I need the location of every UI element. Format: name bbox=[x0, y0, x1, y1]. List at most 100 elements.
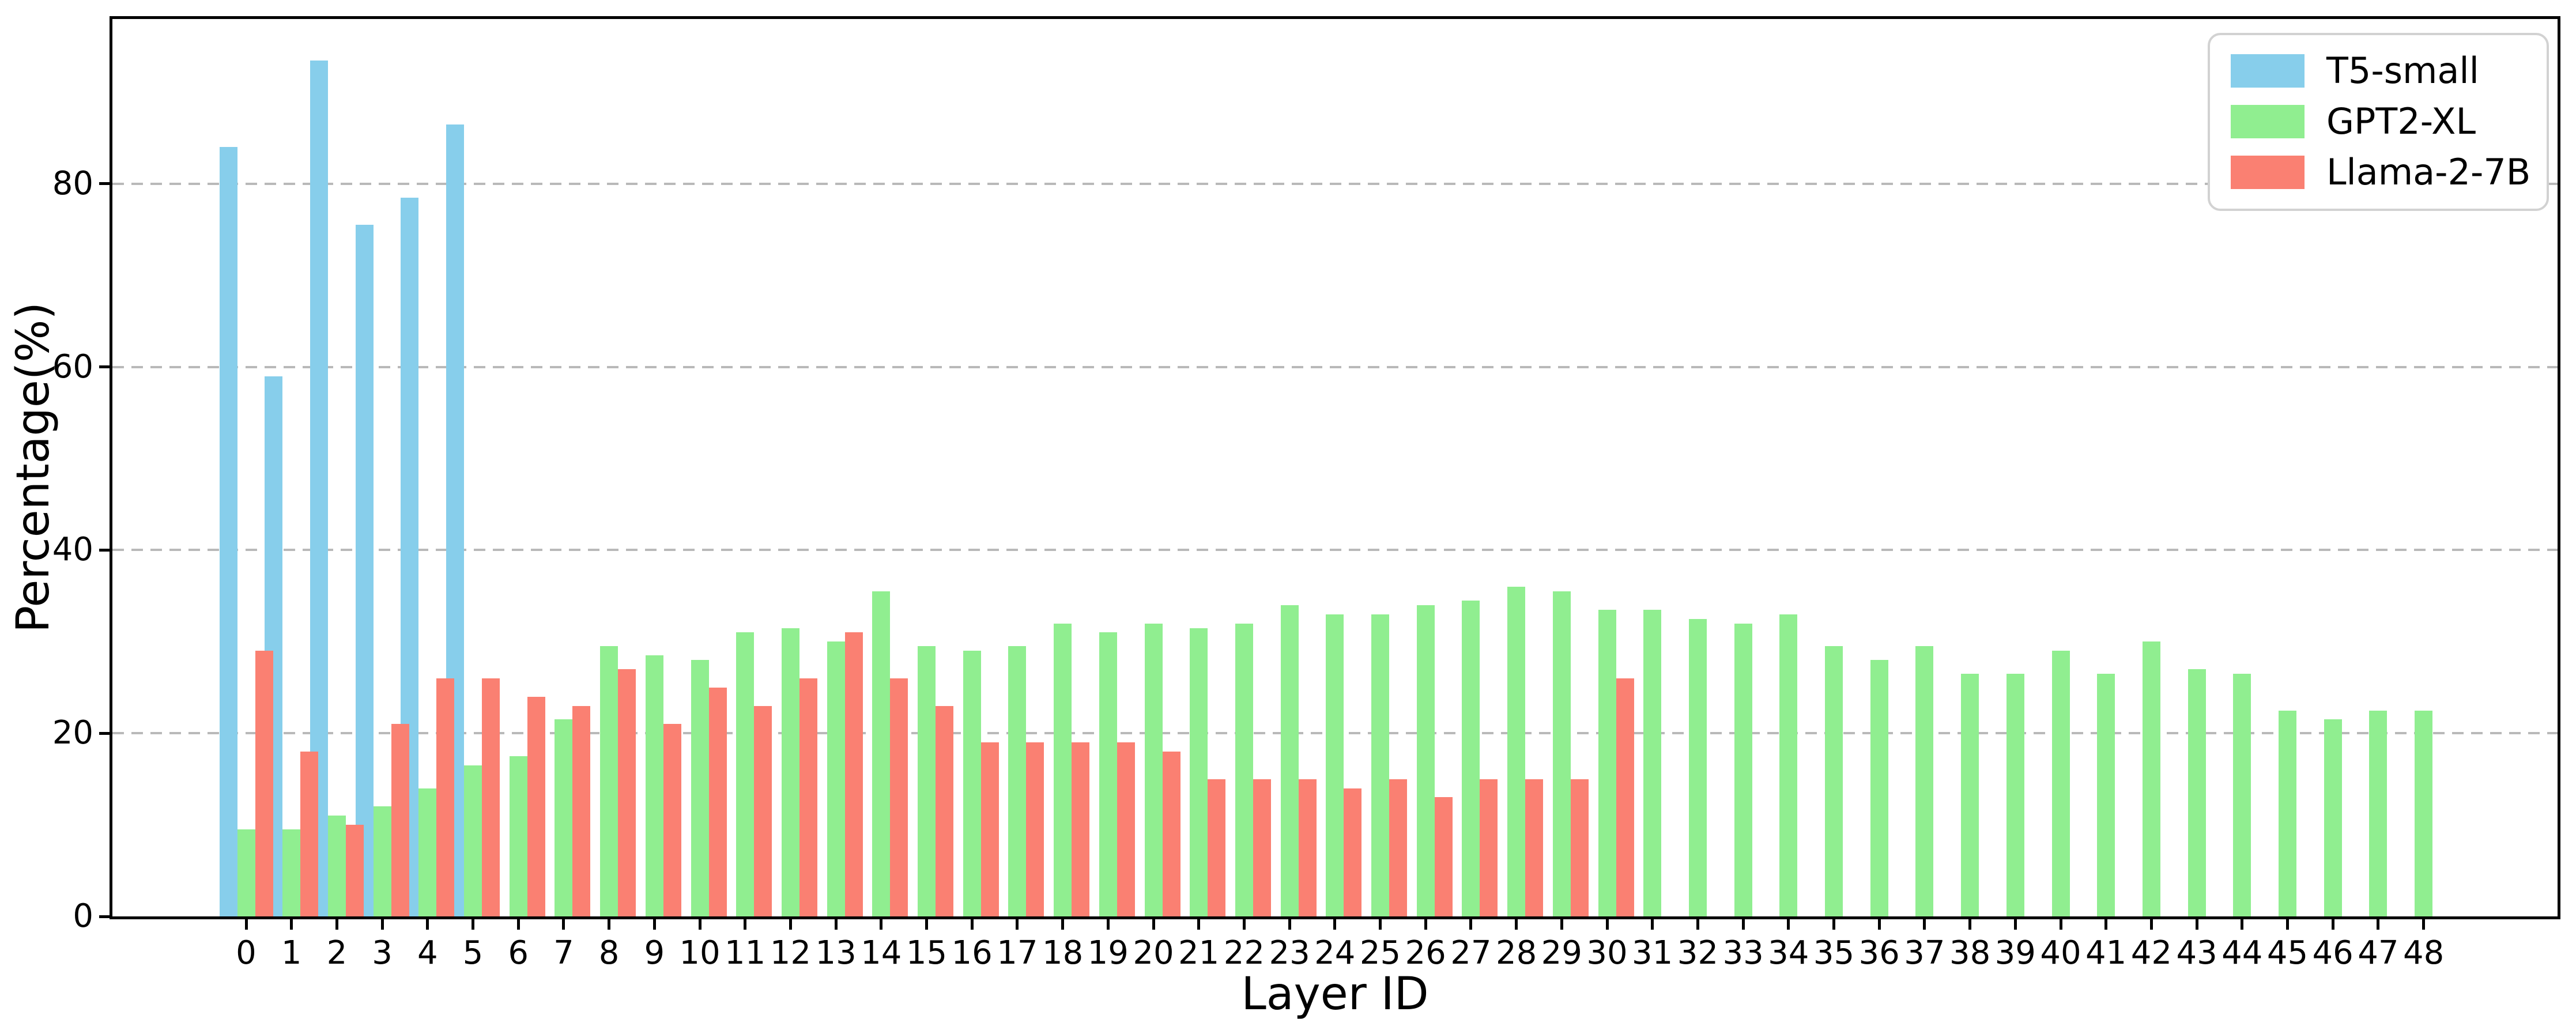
bar-llama-2-7b-layer-20 bbox=[1162, 752, 1180, 916]
y-tick-60 bbox=[99, 365, 110, 369]
x-tick-1 bbox=[290, 919, 293, 930]
bar-llama-2-7b-layer-1 bbox=[300, 752, 319, 916]
bar-gpt2-xl-layer-11 bbox=[736, 632, 755, 916]
bar-llama-2-7b-layer-23 bbox=[1298, 779, 1317, 916]
bar-llama-2-7b-layer-9 bbox=[663, 724, 681, 916]
bar-gpt2-xl-layer-10 bbox=[691, 660, 709, 916]
x-tick-39 bbox=[2013, 919, 2017, 930]
x-tick-15 bbox=[925, 919, 928, 930]
x-tick-28 bbox=[1515, 919, 1518, 930]
x-tick-46 bbox=[2331, 919, 2334, 930]
x-tick-label-9: 9 bbox=[644, 934, 665, 972]
y-tick-label-60: 60 bbox=[52, 348, 93, 386]
bar-gpt2-xl-layer-27 bbox=[1462, 600, 1480, 916]
bar-llama-2-7b-layer-13 bbox=[844, 632, 863, 916]
bar-gpt2-xl-layer-45 bbox=[2279, 710, 2296, 916]
bar-llama-2-7b-layer-21 bbox=[1208, 779, 1226, 916]
x-tick-label-16: 16 bbox=[951, 934, 993, 972]
x-tick-35 bbox=[1832, 919, 1835, 930]
x-tick-48 bbox=[2422, 919, 2426, 930]
bar-gpt2-xl-layer-20 bbox=[1144, 623, 1163, 916]
x-tick-label-13: 13 bbox=[815, 934, 857, 972]
x-tick-16 bbox=[970, 919, 974, 930]
x-tick-42 bbox=[2149, 919, 2153, 930]
bar-llama-2-7b-layer-16 bbox=[980, 742, 999, 916]
bar-llama-2-7b-layer-18 bbox=[1072, 742, 1090, 916]
bar-llama-2-7b-layer-11 bbox=[754, 705, 772, 916]
x-tick-label-14: 14 bbox=[861, 934, 902, 972]
y-tick-label-20: 20 bbox=[52, 714, 93, 752]
x-tick-label-20: 20 bbox=[1133, 934, 1174, 972]
x-tick-label-6: 6 bbox=[508, 934, 529, 972]
x-tick-41 bbox=[2104, 919, 2108, 930]
x-tick-label-39: 39 bbox=[1994, 934, 2036, 972]
bar-t5-small-layer-3 bbox=[355, 225, 374, 916]
bar-gpt2-xl-layer-24 bbox=[1326, 614, 1344, 916]
bar-llama-2-7b-layer-7 bbox=[572, 705, 591, 916]
bar-gpt2-xl-layer-29 bbox=[1552, 591, 1571, 916]
bar-llama-2-7b-layer-5 bbox=[482, 678, 500, 916]
x-tick-22 bbox=[1242, 919, 1246, 930]
y-tick-label-0: 0 bbox=[73, 897, 93, 935]
x-tick-0 bbox=[244, 919, 248, 930]
y-tick-label-40: 40 bbox=[52, 531, 93, 569]
legend-item-llama-2-7b: Llama-2-7B bbox=[2231, 153, 2530, 192]
x-tick-label-0: 0 bbox=[236, 934, 257, 972]
bar-gpt2-xl-layer-5 bbox=[464, 765, 482, 916]
legend-swatch-t5-small bbox=[2231, 54, 2305, 88]
x-tick-31 bbox=[1651, 919, 1654, 930]
bar-gpt2-xl-layer-2 bbox=[327, 816, 346, 916]
x-tick-32 bbox=[1696, 919, 1699, 930]
x-tick-label-29: 29 bbox=[1541, 934, 1582, 972]
x-tick-label-27: 27 bbox=[1450, 934, 1492, 972]
x-tick-18 bbox=[1061, 919, 1065, 930]
bar-llama-2-7b-layer-10 bbox=[708, 687, 727, 916]
x-tick-8 bbox=[608, 919, 611, 930]
bar-gpt2-xl-layer-14 bbox=[872, 591, 891, 916]
y-tick-80 bbox=[99, 182, 110, 186]
x-tick-label-15: 15 bbox=[906, 934, 948, 972]
bar-llama-2-7b-layer-19 bbox=[1117, 742, 1135, 916]
x-tick-label-38: 38 bbox=[1949, 934, 1991, 972]
bar-gpt2-xl-layer-25 bbox=[1371, 614, 1389, 916]
bar-gpt2-xl-layer-22 bbox=[1235, 623, 1253, 916]
bar-llama-2-7b-layer-28 bbox=[1525, 779, 1544, 916]
x-tick-label-26: 26 bbox=[1405, 934, 1446, 972]
x-tick-label-47: 47 bbox=[2358, 934, 2399, 972]
x-tick-label-1: 1 bbox=[281, 934, 302, 972]
bar-gpt2-xl-layer-13 bbox=[827, 641, 845, 916]
gridline-60 bbox=[112, 365, 2558, 368]
legend-swatch-gpt2-xl bbox=[2231, 105, 2305, 139]
bar-gpt2-xl-layer-30 bbox=[1598, 609, 1616, 916]
x-tick-43 bbox=[2195, 919, 2198, 930]
bar-llama-2-7b-layer-22 bbox=[1253, 779, 1271, 916]
bar-gpt2-xl-layer-6 bbox=[509, 756, 527, 916]
bar-gpt2-xl-layer-33 bbox=[1734, 623, 1752, 916]
bar-gpt2-xl-layer-37 bbox=[1915, 646, 1934, 916]
bar-llama-2-7b-layer-3 bbox=[391, 724, 409, 916]
x-tick-label-23: 23 bbox=[1269, 934, 1310, 972]
x-tick-label-11: 11 bbox=[725, 934, 766, 972]
y-tick-40 bbox=[99, 548, 110, 552]
x-tick-4 bbox=[426, 919, 429, 930]
bar-t5-small-layer-0 bbox=[219, 147, 237, 916]
x-tick-label-10: 10 bbox=[679, 934, 721, 972]
bar-gpt2-xl-layer-12 bbox=[781, 628, 799, 916]
bar-gpt2-xl-layer-47 bbox=[2369, 710, 2388, 916]
bar-gpt2-xl-layer-0 bbox=[237, 829, 255, 916]
x-tick-12 bbox=[789, 919, 792, 930]
x-tick-label-43: 43 bbox=[2176, 934, 2217, 972]
x-tick-26 bbox=[1424, 919, 1427, 930]
x-tick-21 bbox=[1197, 919, 1201, 930]
x-tick-40 bbox=[2059, 919, 2062, 930]
x-tick-20 bbox=[1152, 919, 1155, 930]
x-tick-label-8: 8 bbox=[598, 934, 620, 972]
x-tick-label-30: 30 bbox=[1586, 934, 1628, 972]
bar-gpt2-xl-layer-28 bbox=[1507, 587, 1526, 916]
x-tick-label-46: 46 bbox=[2312, 934, 2354, 972]
bar-gpt2-xl-layer-34 bbox=[1779, 614, 1798, 916]
legend-swatch-llama-2-7b bbox=[2231, 156, 2305, 190]
x-tick-label-33: 33 bbox=[1722, 934, 1764, 972]
bar-gpt2-xl-layer-41 bbox=[2097, 673, 2115, 916]
bar-llama-2-7b-layer-27 bbox=[1480, 779, 1498, 916]
